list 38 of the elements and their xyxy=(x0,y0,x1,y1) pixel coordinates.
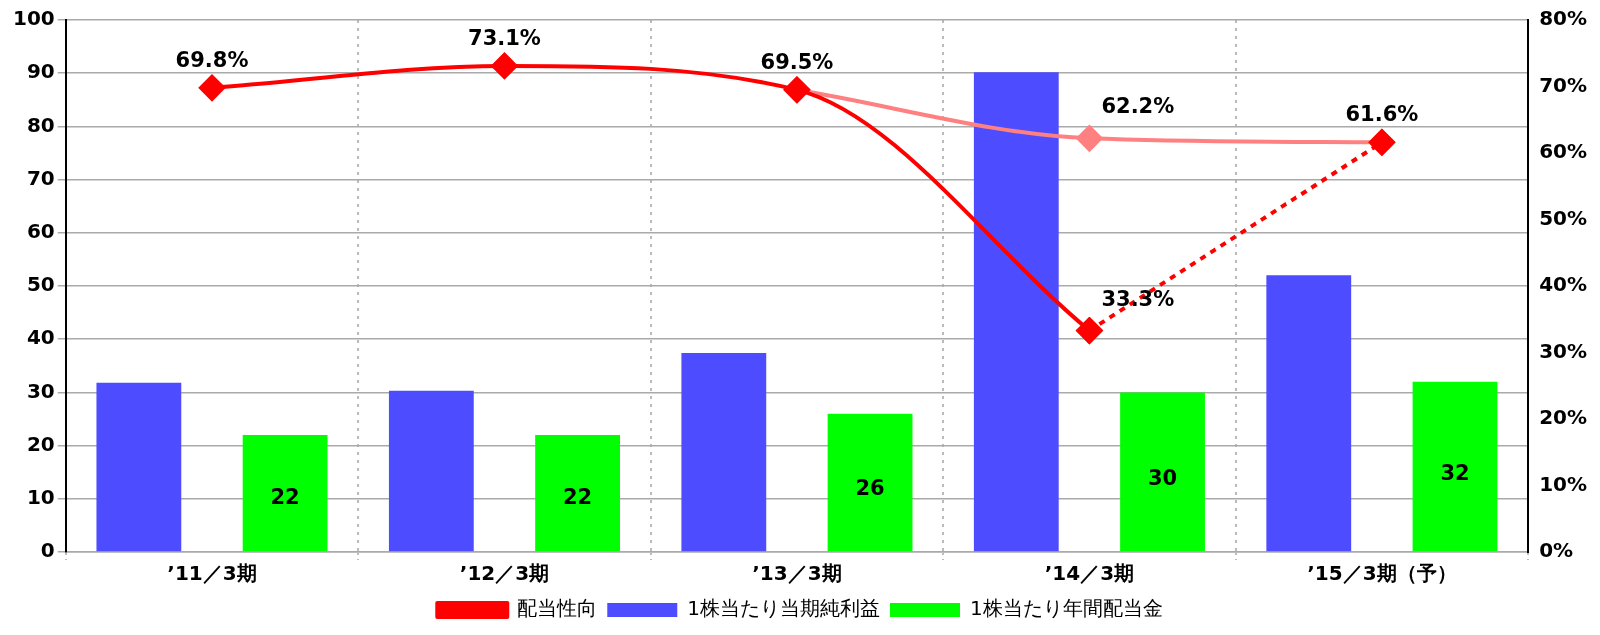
legend-label: 1株当たり当期純利益 xyxy=(687,596,881,621)
y2-tick-label: 60% xyxy=(1539,139,1587,164)
x-tick-label: ’13／3期 xyxy=(752,561,842,586)
y2-tick-label: 40% xyxy=(1539,272,1587,297)
data-label: 69.8% xyxy=(175,47,249,72)
y-tick-label: 30 xyxy=(26,378,55,403)
data-label: 22 xyxy=(562,485,593,510)
data-label: 30 xyxy=(1147,466,1178,491)
legend-label: 1株当たり年間配当金 xyxy=(970,596,1163,621)
y2-tick-label: 20% xyxy=(1539,405,1587,430)
y-tick-label: 40 xyxy=(26,325,55,350)
y2-tick-label: 0% xyxy=(1539,538,1574,563)
data-label: 62.2% xyxy=(1101,94,1175,119)
y-tick-label: 90 xyxy=(26,59,55,84)
data-label: 26 xyxy=(855,475,885,500)
legend-label: 配当性向 xyxy=(517,596,598,621)
y-tick-label: 100 xyxy=(13,6,55,31)
y2-tick-label: 80% xyxy=(1539,6,1587,31)
x-tick-label: ’15／3期（予） xyxy=(1307,561,1457,586)
y-tick-label: 10 xyxy=(26,485,55,509)
data-label: 73.1% xyxy=(468,25,541,50)
y-tick-label: 80 xyxy=(26,112,55,137)
x-tick-label: ’11／3期 xyxy=(167,561,257,586)
y2-tick-label: 10% xyxy=(1539,471,1587,496)
y-tick-label: 0 xyxy=(40,538,55,563)
y2-tick-label: 70% xyxy=(1539,72,1587,97)
y-tick-label: 60 xyxy=(26,219,55,243)
y2-tick-label: 30% xyxy=(1539,338,1587,363)
data-label: 69.5% xyxy=(760,49,834,74)
x-tick-label: ’14／3期 xyxy=(1044,561,1135,586)
y2-tick-label: 50% xyxy=(1539,205,1587,230)
data-label: 22 xyxy=(270,485,300,510)
x-tick-label: ’12／3期 xyxy=(459,561,550,586)
y-tick-label: 50 xyxy=(26,272,55,297)
y-tick-label: 20 xyxy=(26,431,55,456)
y-tick-label: 70 xyxy=(26,165,55,190)
data-label: 32 xyxy=(1440,461,1470,486)
data-label: 61.6% xyxy=(1345,102,1419,127)
